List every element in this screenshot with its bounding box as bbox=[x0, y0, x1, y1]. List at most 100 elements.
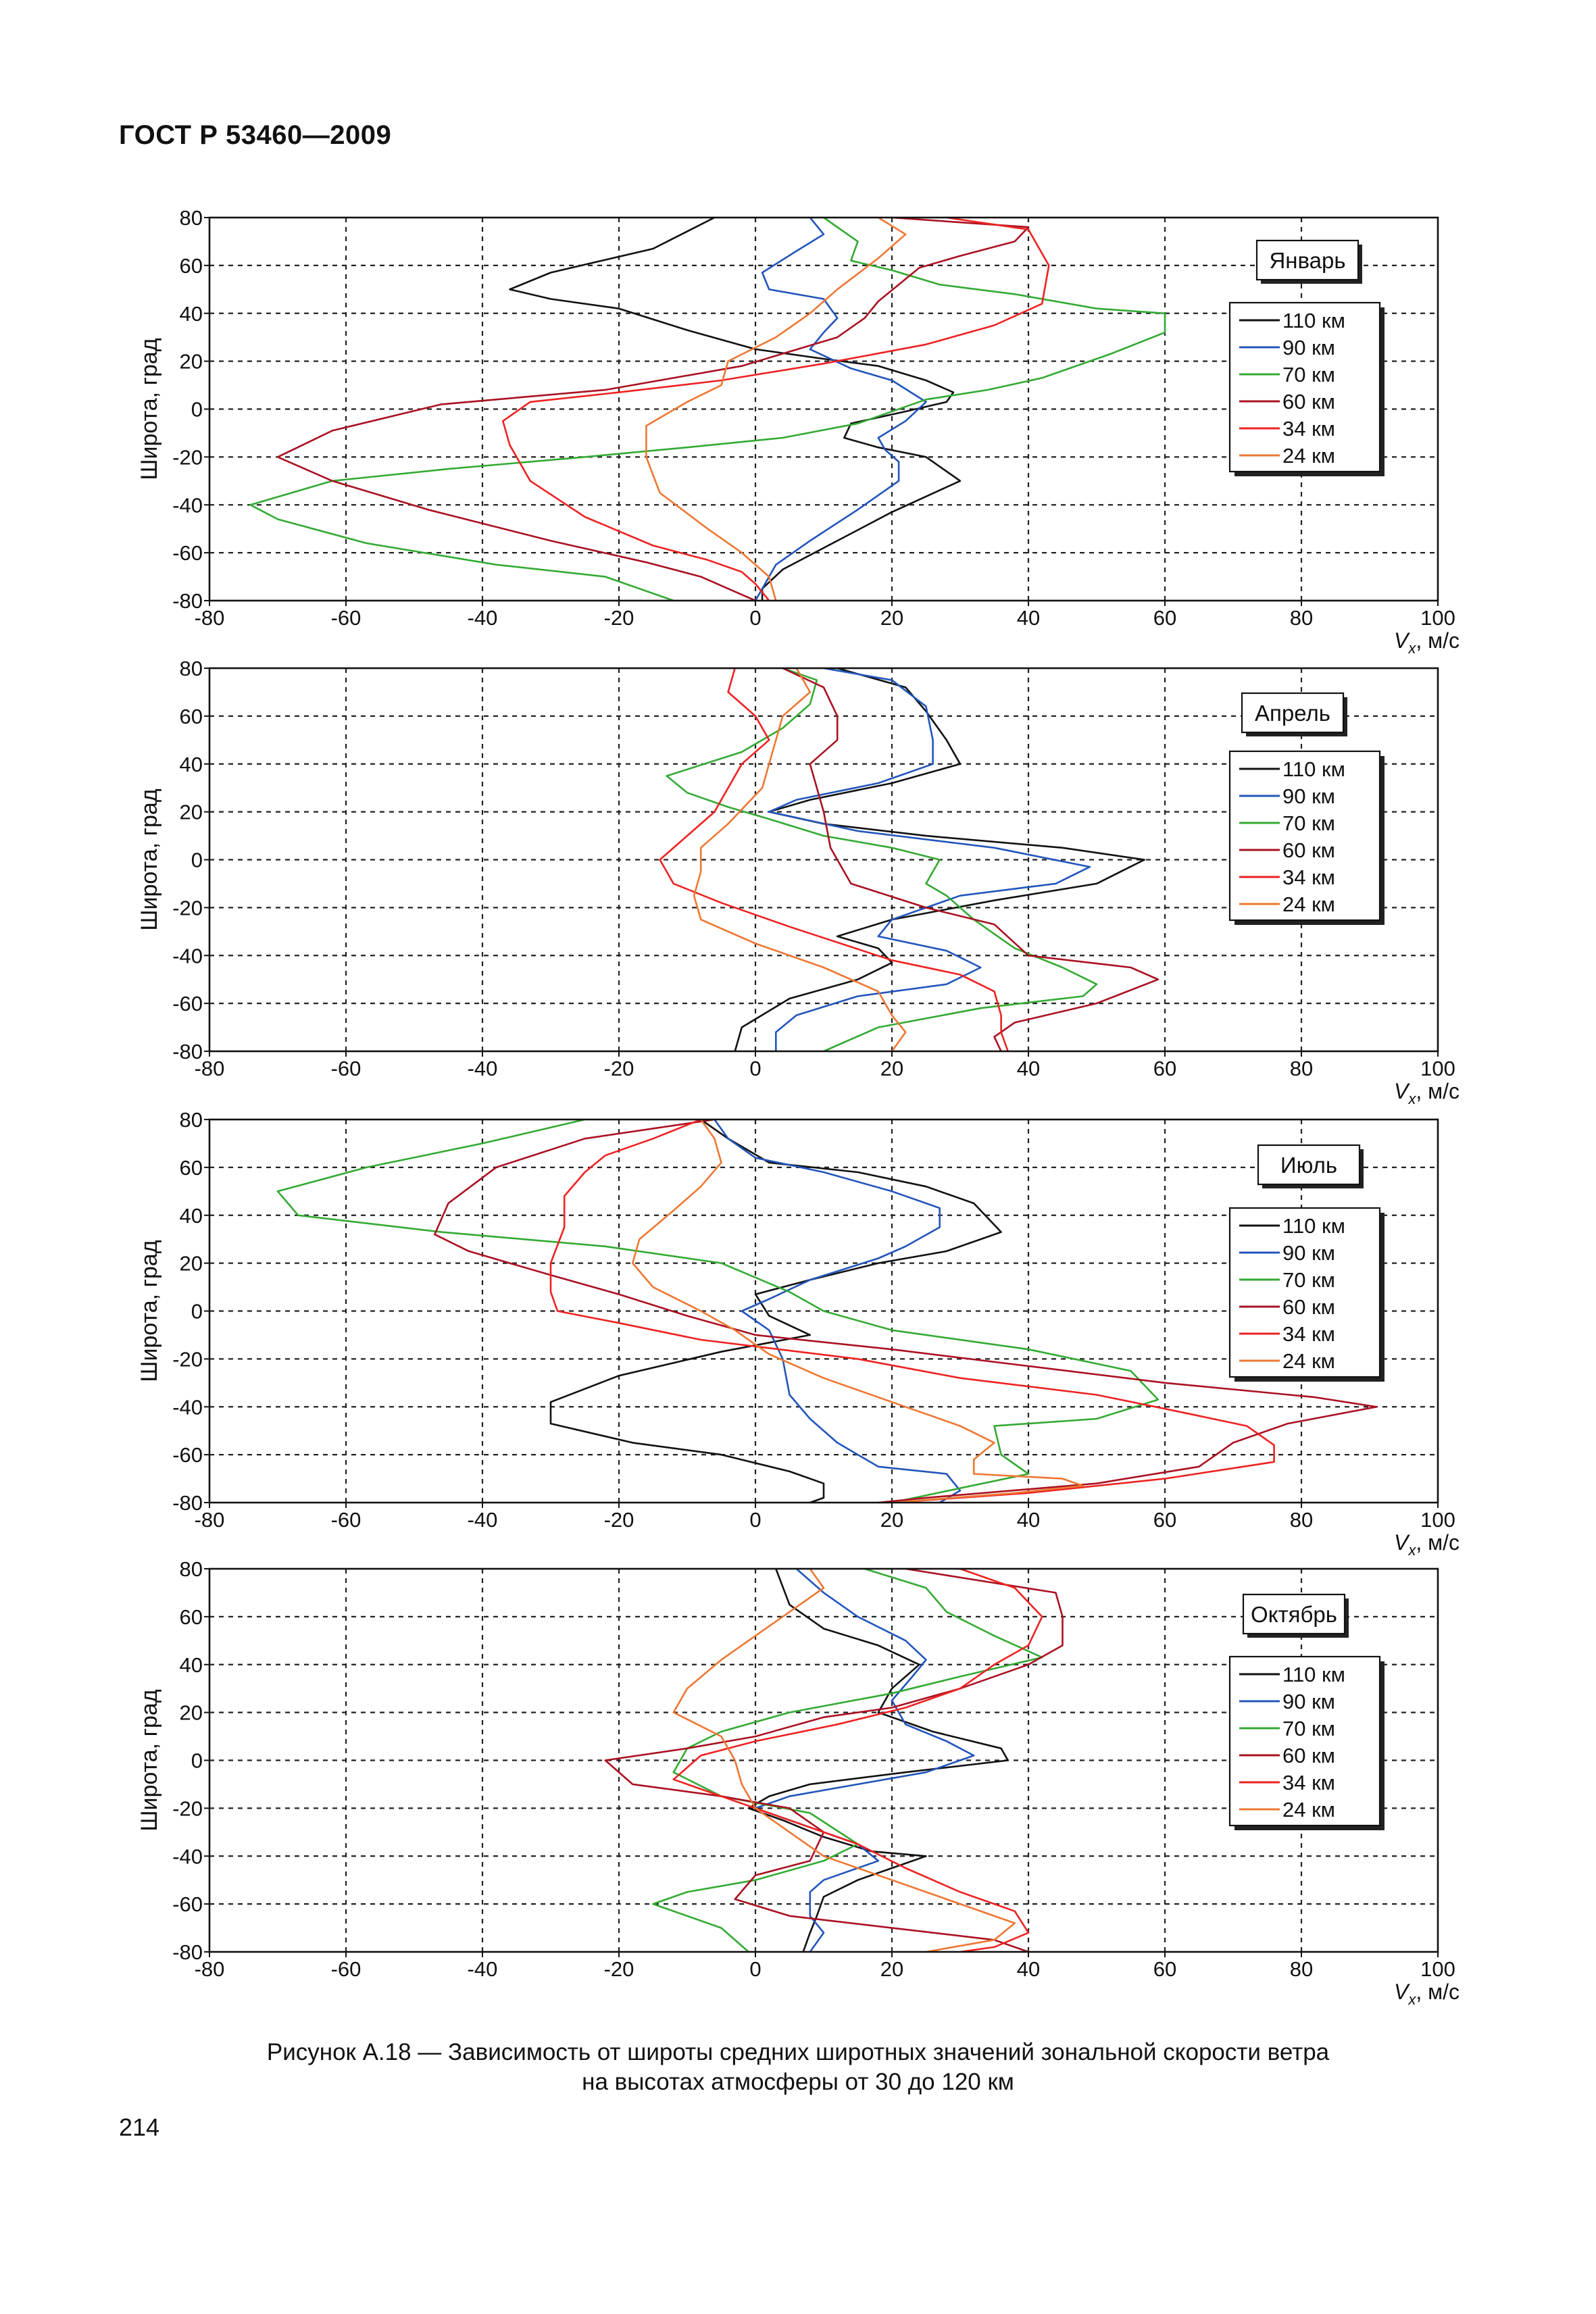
y-tick-label: 80 bbox=[180, 657, 203, 680]
x-tick-label: 20 bbox=[880, 606, 903, 630]
figure-caption-line1: Рисунок А.18 — Зависимость от широты сре… bbox=[266, 2039, 1330, 2065]
y-axis-label: Широта, град bbox=[136, 1689, 162, 1831]
x-tick-label: 0 bbox=[749, 1508, 761, 1532]
legend-label: 70 км bbox=[1282, 1717, 1335, 1740]
x-tick-label: 40 bbox=[1017, 1957, 1040, 1981]
y-tick-label: -60 bbox=[172, 1892, 203, 1916]
x-tick-label: -60 bbox=[331, 606, 361, 630]
y-tick-label: 20 bbox=[180, 1701, 203, 1725]
x-tick-label: -80 bbox=[195, 606, 225, 630]
series-line-70-км bbox=[249, 216, 1166, 602]
x-tick-label: -40 bbox=[468, 606, 498, 630]
x-tick-label: -80 bbox=[195, 1957, 225, 1981]
x-tick-label: 80 bbox=[1290, 1057, 1313, 1080]
x-tick-label: -20 bbox=[604, 606, 634, 630]
legend-label: 110 км bbox=[1282, 757, 1345, 781]
y-tick-label: 40 bbox=[180, 1204, 203, 1228]
series-line-70-км bbox=[276, 1118, 1159, 1504]
y-tick-label: 0 bbox=[191, 1749, 203, 1773]
legend-label: 110 км bbox=[1282, 309, 1345, 332]
page-number: 214 bbox=[119, 2113, 160, 2141]
series-line-34-км bbox=[549, 1118, 1275, 1504]
y-tick-label: -20 bbox=[172, 1796, 203, 1820]
y-tick-label: -80 bbox=[172, 589, 203, 613]
x-tick-label: 40 bbox=[1017, 1508, 1040, 1532]
chart-panel-4: -80 -60 -40 -20 0 20 40 60 80 100 -80 -60 -40 -20 0 20 4… bbox=[136, 1557, 1460, 2008]
x-tick-label: -60 bbox=[331, 1057, 361, 1080]
legend-label: 24 км bbox=[1282, 1798, 1335, 1821]
legend-label: 70 км bbox=[1282, 1268, 1335, 1292]
title-box bbox=[1242, 1593, 1346, 1635]
x-tick-label: 100 bbox=[1420, 1057, 1455, 1080]
x-tick-label: -40 bbox=[468, 1508, 498, 1532]
x-tick-label: 100 bbox=[1420, 606, 1455, 630]
legend-label: 70 км bbox=[1282, 363, 1335, 386]
chart-panel-3: -80 -60 -40 -20 0 20 40 60 80 100 -80 -60 -40 -20 0 20 4… bbox=[136, 1108, 1460, 1559]
chart-title: Январь bbox=[1269, 248, 1345, 273]
legend-label: 70 км bbox=[1282, 811, 1335, 835]
series-line-110-км bbox=[747, 1568, 1009, 1953]
y-tick-label: 0 bbox=[191, 849, 203, 872]
series-line-110-км bbox=[509, 216, 962, 601]
y-axis-label: Широта, град bbox=[136, 788, 162, 930]
y-tick-label: 60 bbox=[180, 1156, 203, 1180]
series-line-24-км bbox=[645, 216, 907, 601]
legend-label: 24 км bbox=[1282, 444, 1335, 468]
title-box bbox=[1241, 692, 1345, 734]
y-tick-label: 0 bbox=[191, 398, 203, 422]
x-tick-label: -80 bbox=[195, 1057, 225, 1080]
x-tick-label: 20 bbox=[880, 1957, 903, 1981]
series-line-60-км bbox=[604, 1567, 1064, 1953]
series-line-24-км bbox=[693, 668, 907, 1052]
series-line-60-км bbox=[434, 1118, 1378, 1504]
series-line-34-км bbox=[672, 1567, 1043, 1953]
x-axis-label: Vx, м/с bbox=[1394, 1980, 1460, 2008]
chart-title: Апрель bbox=[1255, 701, 1330, 726]
x-tick-label: 40 bbox=[1017, 606, 1040, 630]
x-tick-label: -80 bbox=[195, 1508, 225, 1532]
legend-label: 34 км bbox=[1282, 1771, 1335, 1794]
y-tick-label: -20 bbox=[172, 896, 203, 920]
y-tick-label: -40 bbox=[172, 1395, 203, 1419]
x-tick-label: 60 bbox=[1153, 1057, 1176, 1080]
x-tick-label: -20 bbox=[604, 1508, 634, 1532]
legend-label: 34 км bbox=[1282, 865, 1335, 889]
legend-label: 60 км bbox=[1282, 838, 1335, 862]
x-tick-label: 0 bbox=[749, 1057, 761, 1080]
chart-panel-2: -80 -60 -40 -20 0 20 40 60 80 100 -80 -60 -40 -20 0 20 4… bbox=[136, 657, 1460, 1107]
legend-label: 24 км bbox=[1282, 892, 1335, 916]
y-tick-label: -60 bbox=[172, 541, 203, 565]
y-tick-label: -40 bbox=[172, 493, 203, 517]
y-tick-label: 40 bbox=[180, 1653, 203, 1677]
legend-label: 90 км bbox=[1282, 784, 1335, 808]
legend-label: 90 км bbox=[1282, 336, 1335, 359]
legend-box bbox=[1228, 1207, 1381, 1378]
y-tick-label: 20 bbox=[180, 1252, 203, 1276]
chart-panel-1: -80 -60 -40 -20 0 20 40 60 80 100 -80 -60 -40 -20 0 20 4… bbox=[136, 206, 1460, 657]
y-tick-label: 0 bbox=[191, 1300, 203, 1324]
series-line-24-км bbox=[631, 1119, 1084, 1504]
series-line-110-км bbox=[734, 667, 1145, 1052]
y-tick-label: -80 bbox=[172, 1040, 203, 1063]
x-tick-label: 80 bbox=[1290, 1508, 1313, 1532]
x-tick-label: 100 bbox=[1420, 1957, 1455, 1981]
x-tick-label: 80 bbox=[1290, 1957, 1313, 1981]
legend-label: 60 км bbox=[1282, 1295, 1335, 1319]
x-tick-label: 60 bbox=[1153, 1508, 1176, 1532]
x-tick-label: 20 bbox=[880, 1057, 903, 1080]
series-line-90-км bbox=[714, 1119, 962, 1504]
x-axis-label: Vx, м/с bbox=[1394, 1079, 1460, 1107]
x-tick-label: -20 bbox=[604, 1057, 634, 1080]
y-tick-label: 80 bbox=[180, 206, 203, 230]
series-line-70-км bbox=[652, 1567, 1043, 1953]
series-line-60-км bbox=[782, 667, 1159, 1052]
y-tick-label: 20 bbox=[180, 350, 203, 374]
x-tick-label: -20 bbox=[604, 1957, 634, 1981]
x-tick-label: 100 bbox=[1420, 1508, 1455, 1532]
legend-label: 90 км bbox=[1282, 1241, 1335, 1265]
legend-box bbox=[1228, 750, 1381, 922]
y-tick-label: 40 bbox=[180, 302, 203, 326]
y-tick-label: 40 bbox=[180, 753, 203, 776]
series-line-24-км bbox=[672, 1568, 1016, 1953]
chart-title: Октябрь bbox=[1251, 1602, 1337, 1627]
